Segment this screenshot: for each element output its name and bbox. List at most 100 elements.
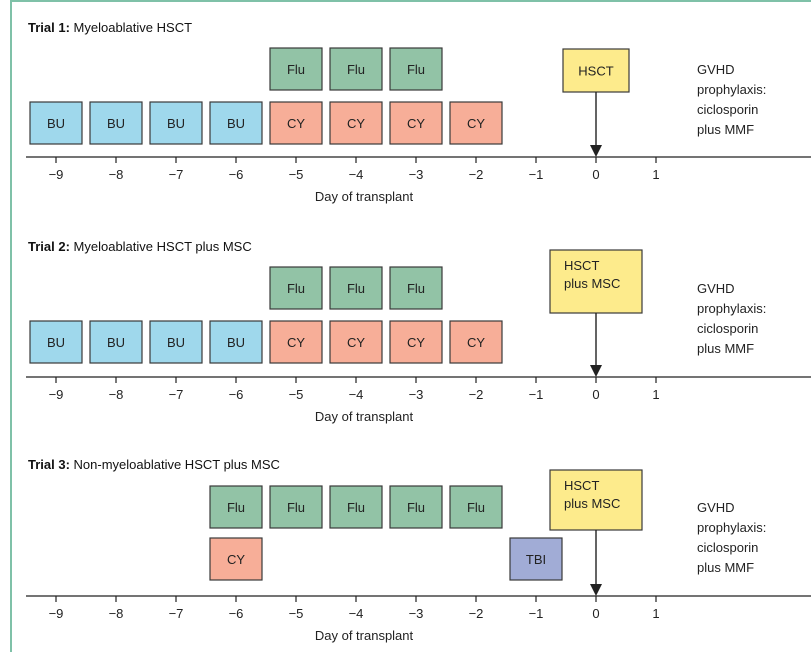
axis-tick-label: −5 [289,606,304,621]
drug-box-cy: CY [269,320,323,364]
drug-box-tbi: TBI [509,537,563,581]
drug-box-cy: CY [389,101,443,145]
transplant-arrow [590,313,602,377]
day-axis: −9 −8 −7 −6 −5 −4 −3 −2 −1 0 1 Day of transplant [26,156,811,204]
axis-tick-label: 1 [652,167,659,182]
drug-box-flu: Flu [329,266,383,310]
drug-box-cy: CY [389,320,443,364]
axis-label: Day of transplant [315,628,414,643]
drug-box-flu: Flu [269,47,323,91]
prophylaxis-line: GVHD [697,62,735,77]
drug-box-label: CY [407,116,425,131]
drug-box-label: BU [167,116,185,131]
drug-box-flu: Flu [269,485,323,529]
prophylaxis-line: GVHD [697,281,735,296]
drug-box-label: CY [347,116,365,131]
drug-box-bu: BU [89,101,143,145]
axis-label: Day of transplant [315,189,414,204]
drug-box-cy: CY [329,101,383,145]
drug-box-label: CY [227,552,245,567]
trial-title-bold: Trial 1: [28,20,70,35]
drug-box-label: BU [167,335,185,350]
drug-box-label: CY [467,116,485,131]
drug-box-label: BU [47,335,65,350]
axis-tick-label: 0 [592,167,599,182]
axis-tick-label: −3 [409,387,424,402]
axis-tick-label: 1 [652,387,659,402]
drug-box-label: Flu [227,500,245,515]
transplant-label: HSCT [564,258,599,273]
drug-box-flu: Flu [449,485,503,529]
trial-title-text: Non-myeloablative HSCT plus MSC [70,457,280,472]
drug-box-label: Flu [407,281,425,296]
drug-box-flu: Flu [329,47,383,91]
axis-tick-label: −8 [109,387,124,402]
drug-box-label: BU [47,116,65,131]
drug-box-cy: CY [449,101,503,145]
axis-tick-label: −4 [349,167,364,182]
drug-box-label: BU [107,116,125,131]
trial-title-bold: Trial 3: [28,457,70,472]
axis-tick-label: −9 [49,606,64,621]
drug-box-flu: Flu [389,266,443,310]
axis-tick-label: −2 [469,167,484,182]
prophylaxis-line: prophylaxis: [697,82,766,97]
drug-box-bu: BU [209,101,263,145]
prophylaxis-line: plus MMF [697,560,754,575]
drug-box-cy: CY [269,101,323,145]
axis-tick-label: −8 [109,167,124,182]
axis-tick-label: −1 [529,606,544,621]
axis-tick-label: −7 [169,387,184,402]
trial-title: Trial 3: Non-myeloablative HSCT plus MSC [28,457,280,472]
day-axis: −9 −8 −7 −6 −5 −4 −3 −2 −1 0 1 Day of transplant [26,376,811,424]
drug-box-label: CY [407,335,425,350]
trial-panel-1: Trial 1: Myeloablative HSCT Flu Flu Flu BU BU… [26,20,811,204]
drug-box-bu: BU [149,320,203,364]
drug-box-label: Flu [407,500,425,515]
prophylaxis-line: plus MMF [697,122,754,137]
drug-box-flu: Flu [389,485,443,529]
drug-box-label: Flu [287,281,305,296]
axis-tick-label: −6 [229,387,244,402]
drug-box-flu: Flu [269,266,323,310]
gvhd-prophylaxis-note: GVHD prophylaxis: ciclosporin plus MMF [697,62,766,137]
drug-box-bu: BU [149,101,203,145]
prophylaxis-line: prophylaxis: [697,301,766,316]
trial-panel-3: Trial 3: Non-myeloablative HSCT plus MSC… [26,457,811,643]
axis-tick-label: −5 [289,387,304,402]
axis-tick-label: −6 [229,167,244,182]
trial-title-text: Myeloablative HSCT plus MSC [70,239,252,254]
drug-box-label: Flu [407,62,425,77]
axis-tick-label: −1 [529,167,544,182]
axis-tick-label: 0 [592,387,599,402]
drug-box-label: CY [467,335,485,350]
axis-tick-label: −3 [409,606,424,621]
axis-tick-label: −7 [169,167,184,182]
drug-box-cy: CY [209,537,263,581]
drug-box-label: CY [287,116,305,131]
drug-box-label: CY [347,335,365,350]
axis-tick-label: −6 [229,606,244,621]
axis-tick-label: 0 [592,606,599,621]
drug-box-cy: CY [329,320,383,364]
day-axis: −9 −8 −7 −6 −5 −4 −3 −2 −1 0 1 Day of transplant [26,595,811,643]
axis-tick-label: −2 [469,606,484,621]
axis-tick-label: −3 [409,167,424,182]
trial-title: Trial 2: Myeloablative HSCT plus MSC [28,239,252,254]
transplant-label: HSCT [578,64,613,79]
drug-box-label: TBI [526,552,546,567]
trial-panel-2: Trial 2: Myeloablative HSCT plus MSC Flu F… [26,239,811,424]
transplant-label: HSCT [564,478,599,493]
drug-box-label: Flu [287,500,305,515]
drug-box-bu: BU [89,320,143,364]
drug-box-label: BU [227,116,245,131]
gvhd-prophylaxis-note: GVHD prophylaxis: ciclosporin plus MMF [697,281,766,356]
drug-box-label: Flu [467,500,485,515]
drug-box-flu: Flu [329,485,383,529]
prophylaxis-line: ciclosporin [697,540,758,555]
drug-box-label: Flu [347,500,365,515]
transplant-label: plus MSC [564,276,620,291]
axis-label: Day of transplant [315,409,414,424]
transplant-box: HSCT [562,48,630,93]
